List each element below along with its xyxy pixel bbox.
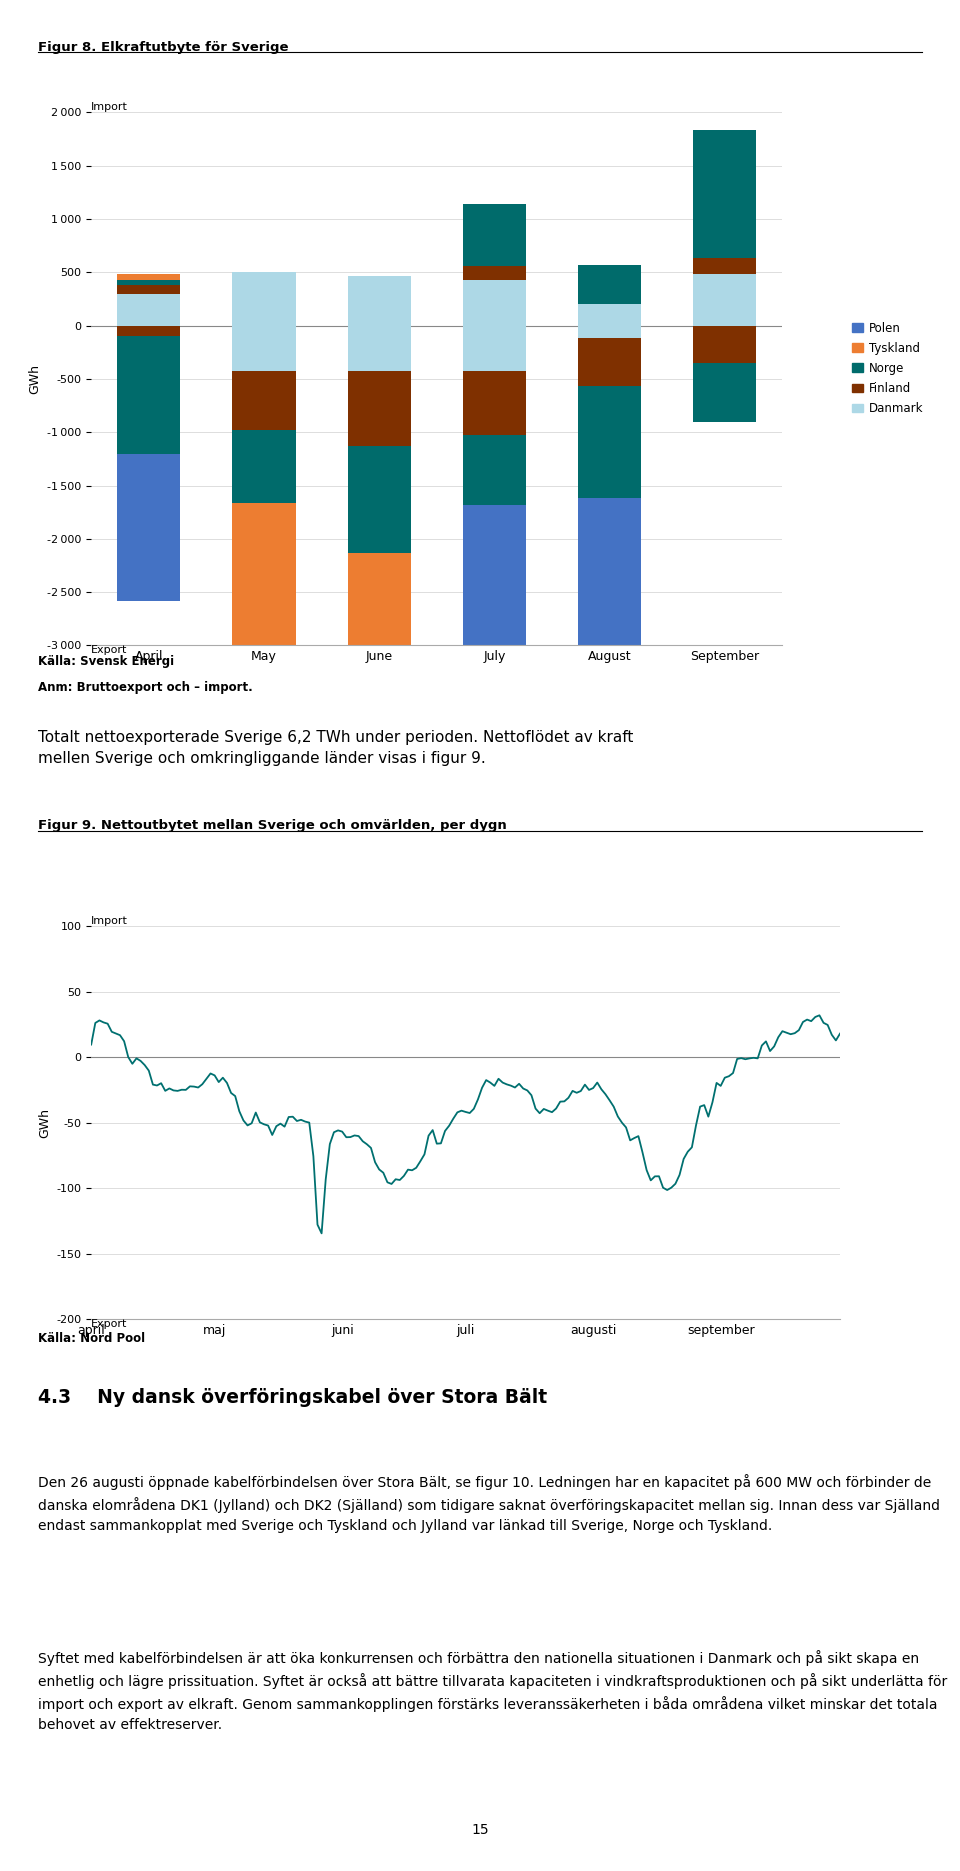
Bar	[232, 326, 296, 372]
Text: Figur 8. Elkraftutbyte för Sverige: Figur 8. Elkraftutbyte för Sverige	[38, 41, 289, 54]
Bar	[117, 326, 180, 337]
Bar	[578, 326, 641, 339]
Text: Figur 9. Nettoutbytet mellan Sverige och omvärlden, per dygn: Figur 9. Nettoutbytet mellan Sverige och…	[38, 819, 507, 833]
Bar	[693, 258, 756, 275]
Bar	[693, 326, 756, 363]
Bar	[578, 385, 641, 498]
Bar	[232, 503, 296, 776]
Bar	[348, 326, 411, 372]
Bar	[117, 284, 180, 294]
Bar	[463, 372, 526, 436]
Bar	[348, 819, 411, 1093]
Bar	[117, 337, 180, 453]
Text: 4.3    Ny dansk överföringskabel över Stora Bält: 4.3 Ny dansk överföringskabel över Stora…	[38, 1388, 547, 1407]
Text: Den 26 augusti öppnade kabelförbindelsen över Stora Bält, se figur 10. Ledningen: Den 26 augusti öppnade kabelförbindelsen…	[38, 1474, 941, 1534]
Bar	[348, 277, 411, 326]
Text: Totalt nettoexporterade Sverige 6,2 TWh under perioden. Nettoflödet av kraft
mel: Totalt nettoexporterade Sverige 6,2 TWh …	[38, 730, 634, 767]
Bar	[693, 131, 756, 258]
Text: Export: Export	[91, 645, 128, 655]
Bar	[117, 453, 180, 601]
Text: Anm: Bruttoexport och – import.: Anm: Bruttoexport och – import.	[38, 681, 253, 694]
Bar	[463, 279, 526, 326]
Bar	[578, 339, 641, 385]
Bar	[463, 266, 526, 279]
Y-axis label: GWh: GWh	[37, 1108, 51, 1138]
Bar	[578, 266, 641, 305]
Text: Källa: Svensk Energi: Källa: Svensk Energi	[38, 655, 175, 668]
Legend: Polen, Tyskland, Norge, Finland, Danmark: Polen, Tyskland, Norge, Finland, Danmark	[847, 316, 928, 419]
Text: Syftet med kabelförbindelsen är att öka konkurrensen och förbättra den nationell: Syftet med kabelförbindelsen är att öka …	[38, 1650, 948, 1733]
Text: Import: Import	[91, 103, 128, 112]
Text: Import: Import	[91, 917, 128, 926]
Bar	[348, 445, 411, 552]
Text: Export: Export	[91, 1319, 128, 1328]
Bar	[578, 305, 641, 326]
Bar	[232, 372, 296, 430]
Bar	[348, 552, 411, 819]
Bar	[117, 294, 180, 326]
Bar	[693, 363, 756, 421]
Bar	[232, 430, 296, 503]
Bar	[348, 372, 411, 445]
Bar	[463, 204, 526, 266]
Text: Källa: Nord Pool: Källa: Nord Pool	[38, 1332, 146, 1345]
Bar	[463, 505, 526, 728]
Bar	[578, 498, 641, 675]
Bar	[117, 275, 180, 279]
Bar	[232, 776, 296, 1053]
Bar	[232, 273, 296, 326]
Text: 15: 15	[471, 1824, 489, 1837]
Bar	[463, 326, 526, 372]
Bar	[463, 436, 526, 505]
Bar	[693, 275, 756, 326]
Y-axis label: GWh: GWh	[29, 363, 41, 395]
Bar	[117, 279, 180, 284]
